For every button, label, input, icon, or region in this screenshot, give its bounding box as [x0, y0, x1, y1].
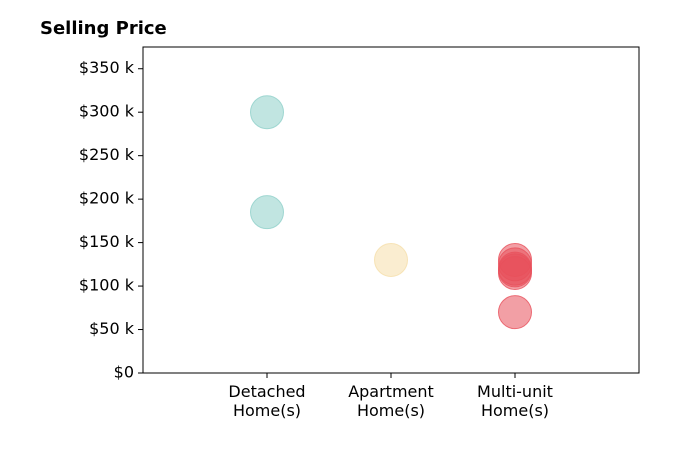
point: [374, 242, 408, 277]
plot-frame: [142, 46, 640, 374]
y-tick-label: $100 k: [79, 276, 135, 295]
point: [498, 295, 532, 330]
y-tick-label: $200 k: [79, 189, 135, 208]
y-tick-label: $0: [114, 363, 134, 382]
y-tick-label: $300 k: [79, 102, 135, 121]
y-tick-label: $250 k: [79, 145, 135, 164]
chart-title: Selling Price: [40, 18, 167, 39]
x-tick-label: Detached Home(s): [228, 382, 306, 420]
y-tick-label: $150 k: [79, 232, 135, 251]
point: [498, 256, 532, 291]
x-tick-label: Apartment Home(s): [348, 382, 434, 420]
point: [250, 195, 284, 230]
point: [250, 95, 284, 130]
y-tick-label: $50 k: [89, 319, 135, 338]
y-tick-label: $350 k: [79, 58, 135, 77]
x-tick-label: Multi-unit Home(s): [477, 382, 553, 420]
